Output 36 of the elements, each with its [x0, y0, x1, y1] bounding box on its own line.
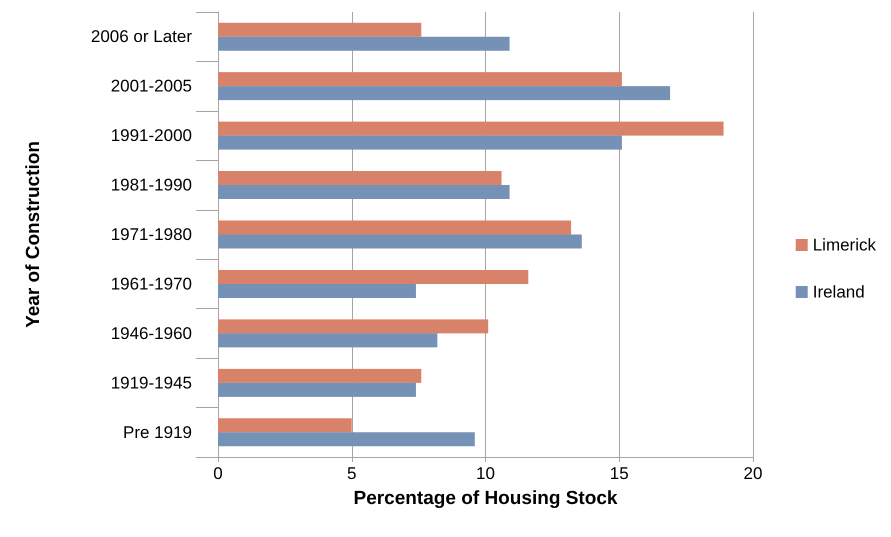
bar [218, 185, 510, 200]
legend-label: Ireland [812, 282, 865, 302]
bar [218, 333, 438, 348]
y-tick-label: 1919-1945 [110, 373, 192, 392]
bar [218, 382, 416, 397]
y-tick-label: 2006 or Later [90, 27, 192, 46]
bar [218, 432, 475, 446]
bar [218, 86, 670, 100]
x-tick-label: 15 [610, 464, 629, 483]
bar [218, 418, 352, 432]
bar [218, 368, 422, 383]
y-tick-label: Pre 1919 [123, 422, 192, 442]
bar [218, 136, 622, 150]
y-tick-label: 1981-1990 [110, 176, 192, 195]
bar [218, 284, 416, 298]
y-tick-label: 1991-2000 [110, 126, 192, 146]
bar [218, 234, 582, 248]
y-axis-title: Year of Construction [23, 141, 44, 328]
bar [218, 122, 724, 136]
bar [218, 72, 622, 86]
x-tick-label: 20 [744, 464, 762, 483]
x-tick-label: 10 [476, 464, 495, 483]
bar [218, 22, 422, 37]
bar [218, 319, 488, 334]
bar [218, 270, 528, 284]
x-tick-label: 5 [347, 464, 356, 483]
bar [218, 220, 572, 234]
y-tick-label: 1946-1960 [110, 324, 192, 343]
bar [218, 36, 510, 51]
x-tick-label: 0 [213, 464, 223, 483]
bar [218, 171, 502, 186]
y-tick-label: 1971-1980 [110, 225, 192, 244]
legend-label: Limerick [812, 236, 876, 254]
y-tick-label: 2001-2005 [110, 76, 192, 96]
y-tick-label: 1961-1970 [110, 274, 192, 294]
x-axis-title: Percentage of Housing Stock [354, 488, 618, 509]
